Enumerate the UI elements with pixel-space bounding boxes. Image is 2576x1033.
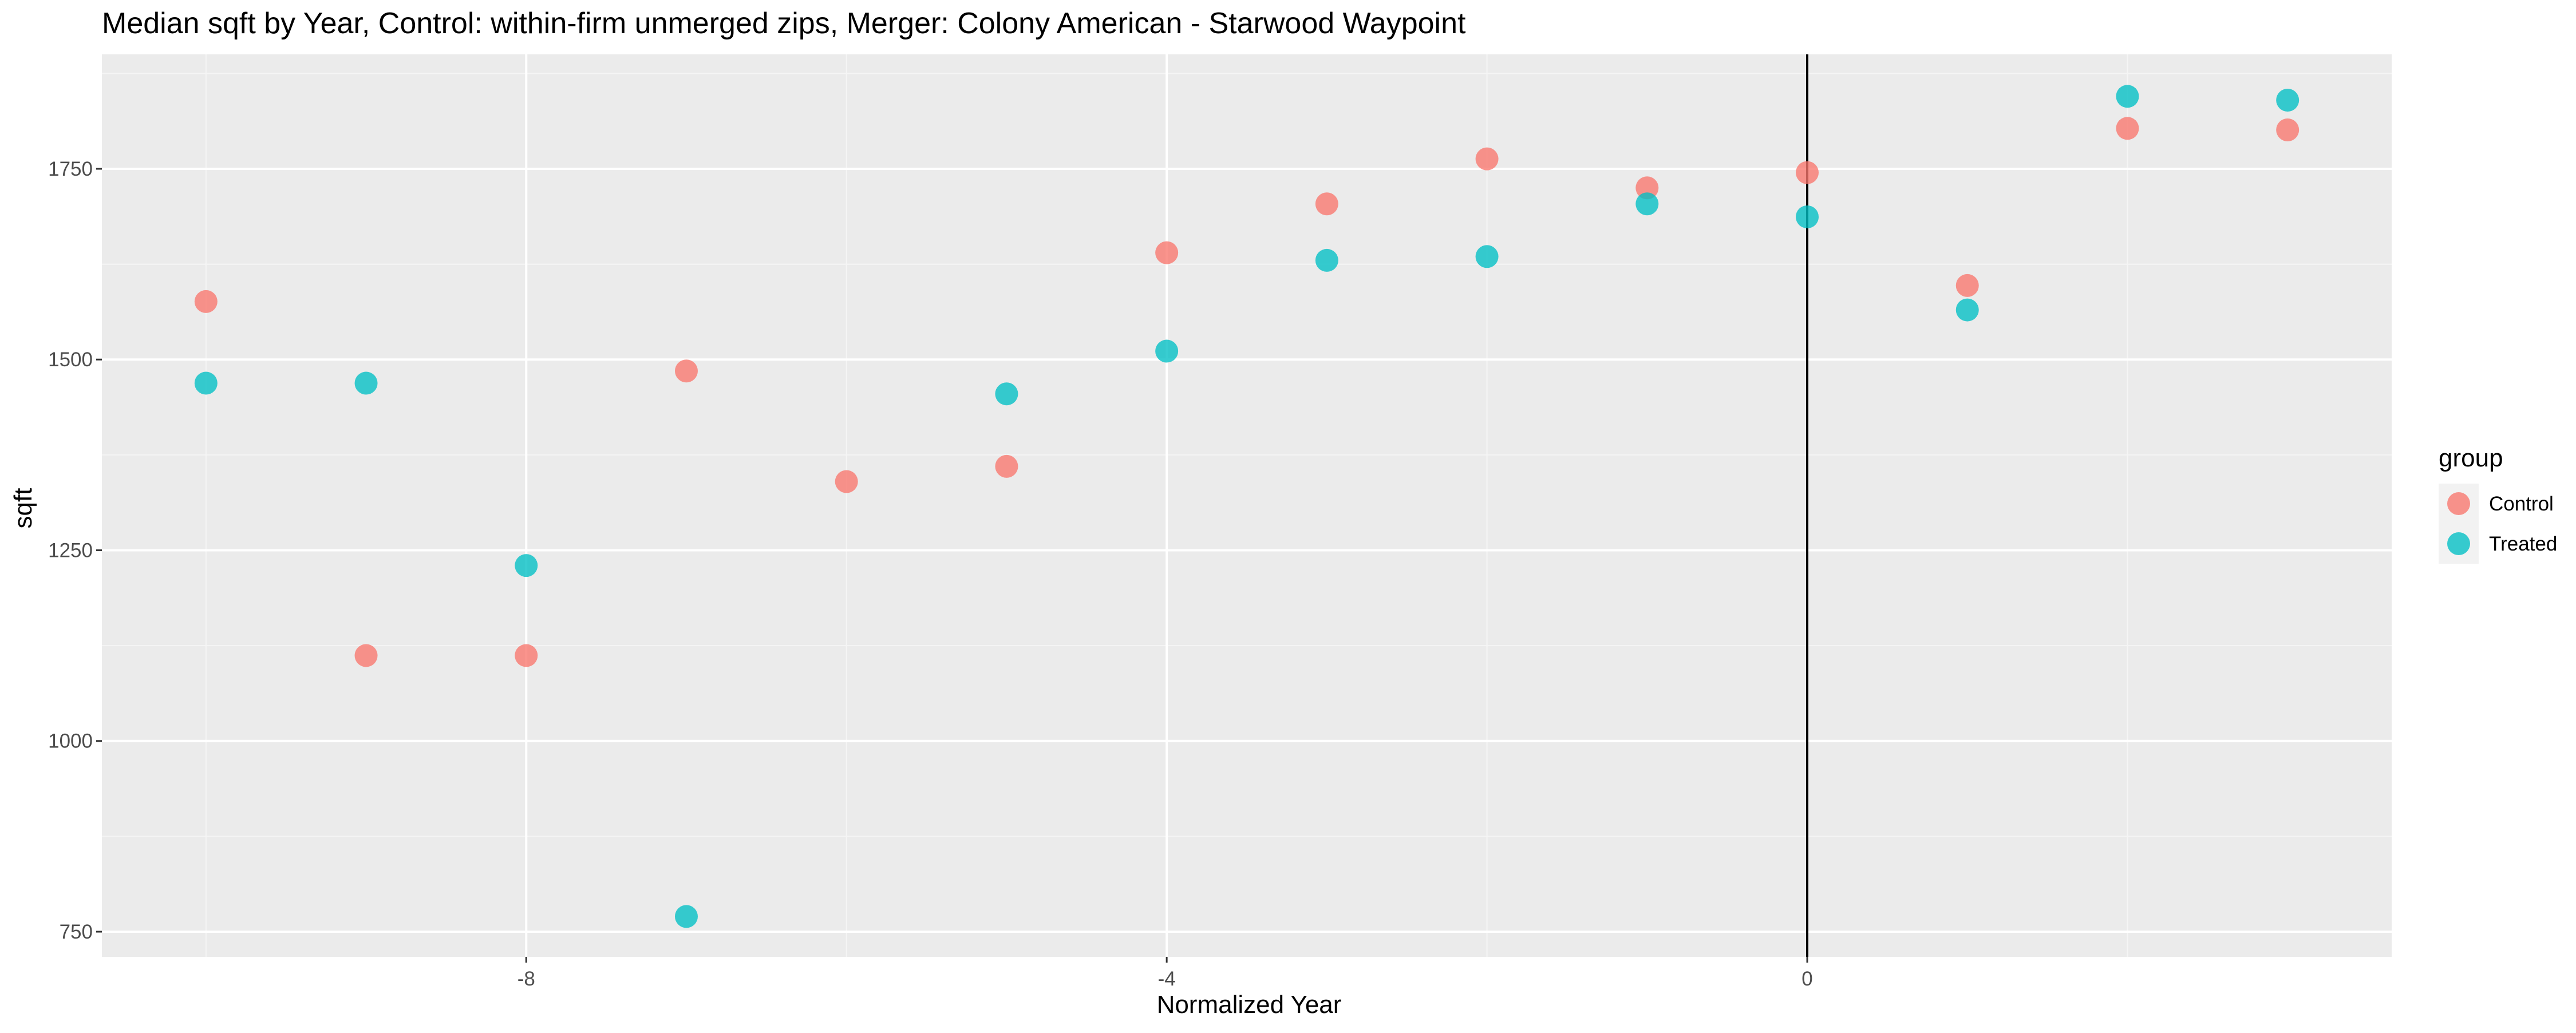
treated-point — [1955, 298, 1979, 322]
y-tick-label: 1000 — [48, 730, 93, 753]
control-point — [1155, 241, 1179, 264]
control-point — [194, 290, 218, 313]
treated-point — [1155, 339, 1179, 363]
treated-point — [1635, 192, 1659, 216]
legend-label-control: Control — [2489, 493, 2554, 515]
treated-point — [995, 382, 1018, 406]
treated-point — [1315, 248, 1338, 272]
treated-point — [2116, 85, 2139, 108]
plot-panel — [102, 54, 2392, 957]
treated-point — [354, 371, 378, 395]
plot-panel-group: 750 1000 1250 1500 1750 -8 -4 0 — [48, 54, 2392, 990]
legend-symbol-treated — [2447, 532, 2470, 555]
control-point — [2276, 118, 2300, 141]
treated-point — [674, 905, 698, 928]
control-point — [835, 470, 858, 493]
x-tick-label: -4 — [1158, 968, 1176, 990]
treated-point — [1796, 205, 1819, 228]
x-tick-label: 0 — [1801, 968, 1812, 990]
y-tick-label: 1500 — [48, 349, 93, 371]
chart-title: Median sqft by Year, Control: within-fir… — [102, 7, 1466, 40]
control-point — [1475, 147, 1499, 171]
x-axis-title: Normalized Year — [1157, 991, 1342, 1019]
control-point — [1796, 161, 1819, 184]
legend-title: group — [2439, 444, 2503, 472]
control-point — [674, 359, 698, 383]
y-tick-label: 1250 — [48, 539, 93, 561]
treated-point — [515, 554, 538, 577]
control-point — [515, 644, 538, 667]
control-point — [995, 454, 1018, 478]
legend-symbol-control — [2447, 492, 2470, 515]
legend-label-treated: Treated — [2489, 533, 2557, 555]
y-tick-label: 750 — [60, 921, 93, 943]
treated-point — [194, 371, 218, 395]
y-axis-title: sqft — [9, 488, 37, 529]
x-tick-label: -8 — [517, 968, 535, 990]
treated-point — [1475, 245, 1499, 268]
control-point — [354, 644, 378, 667]
control-point — [1955, 274, 1979, 297]
treated-point — [2276, 88, 2300, 112]
y-tick-label: 1750 — [48, 158, 93, 180]
control-point — [2116, 117, 2139, 140]
control-point — [1315, 192, 1338, 216]
control-point — [1635, 176, 1659, 200]
